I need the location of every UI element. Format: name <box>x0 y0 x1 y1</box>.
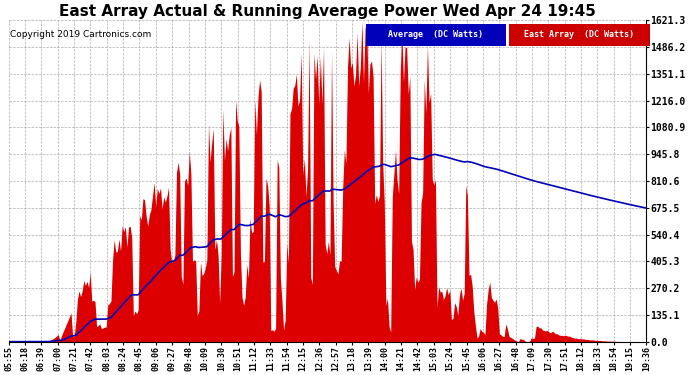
Title: East Array Actual & Running Average Power Wed Apr 24 19:45: East Array Actual & Running Average Powe… <box>59 4 596 19</box>
Text: East Array  (DC Watts): East Array (DC Watts) <box>524 30 634 39</box>
FancyBboxPatch shape <box>366 24 506 46</box>
Text: Average  (DC Watts): Average (DC Watts) <box>388 30 484 39</box>
FancyBboxPatch shape <box>509 24 649 46</box>
Text: Copyright 2019 Cartronics.com: Copyright 2019 Cartronics.com <box>10 30 151 39</box>
